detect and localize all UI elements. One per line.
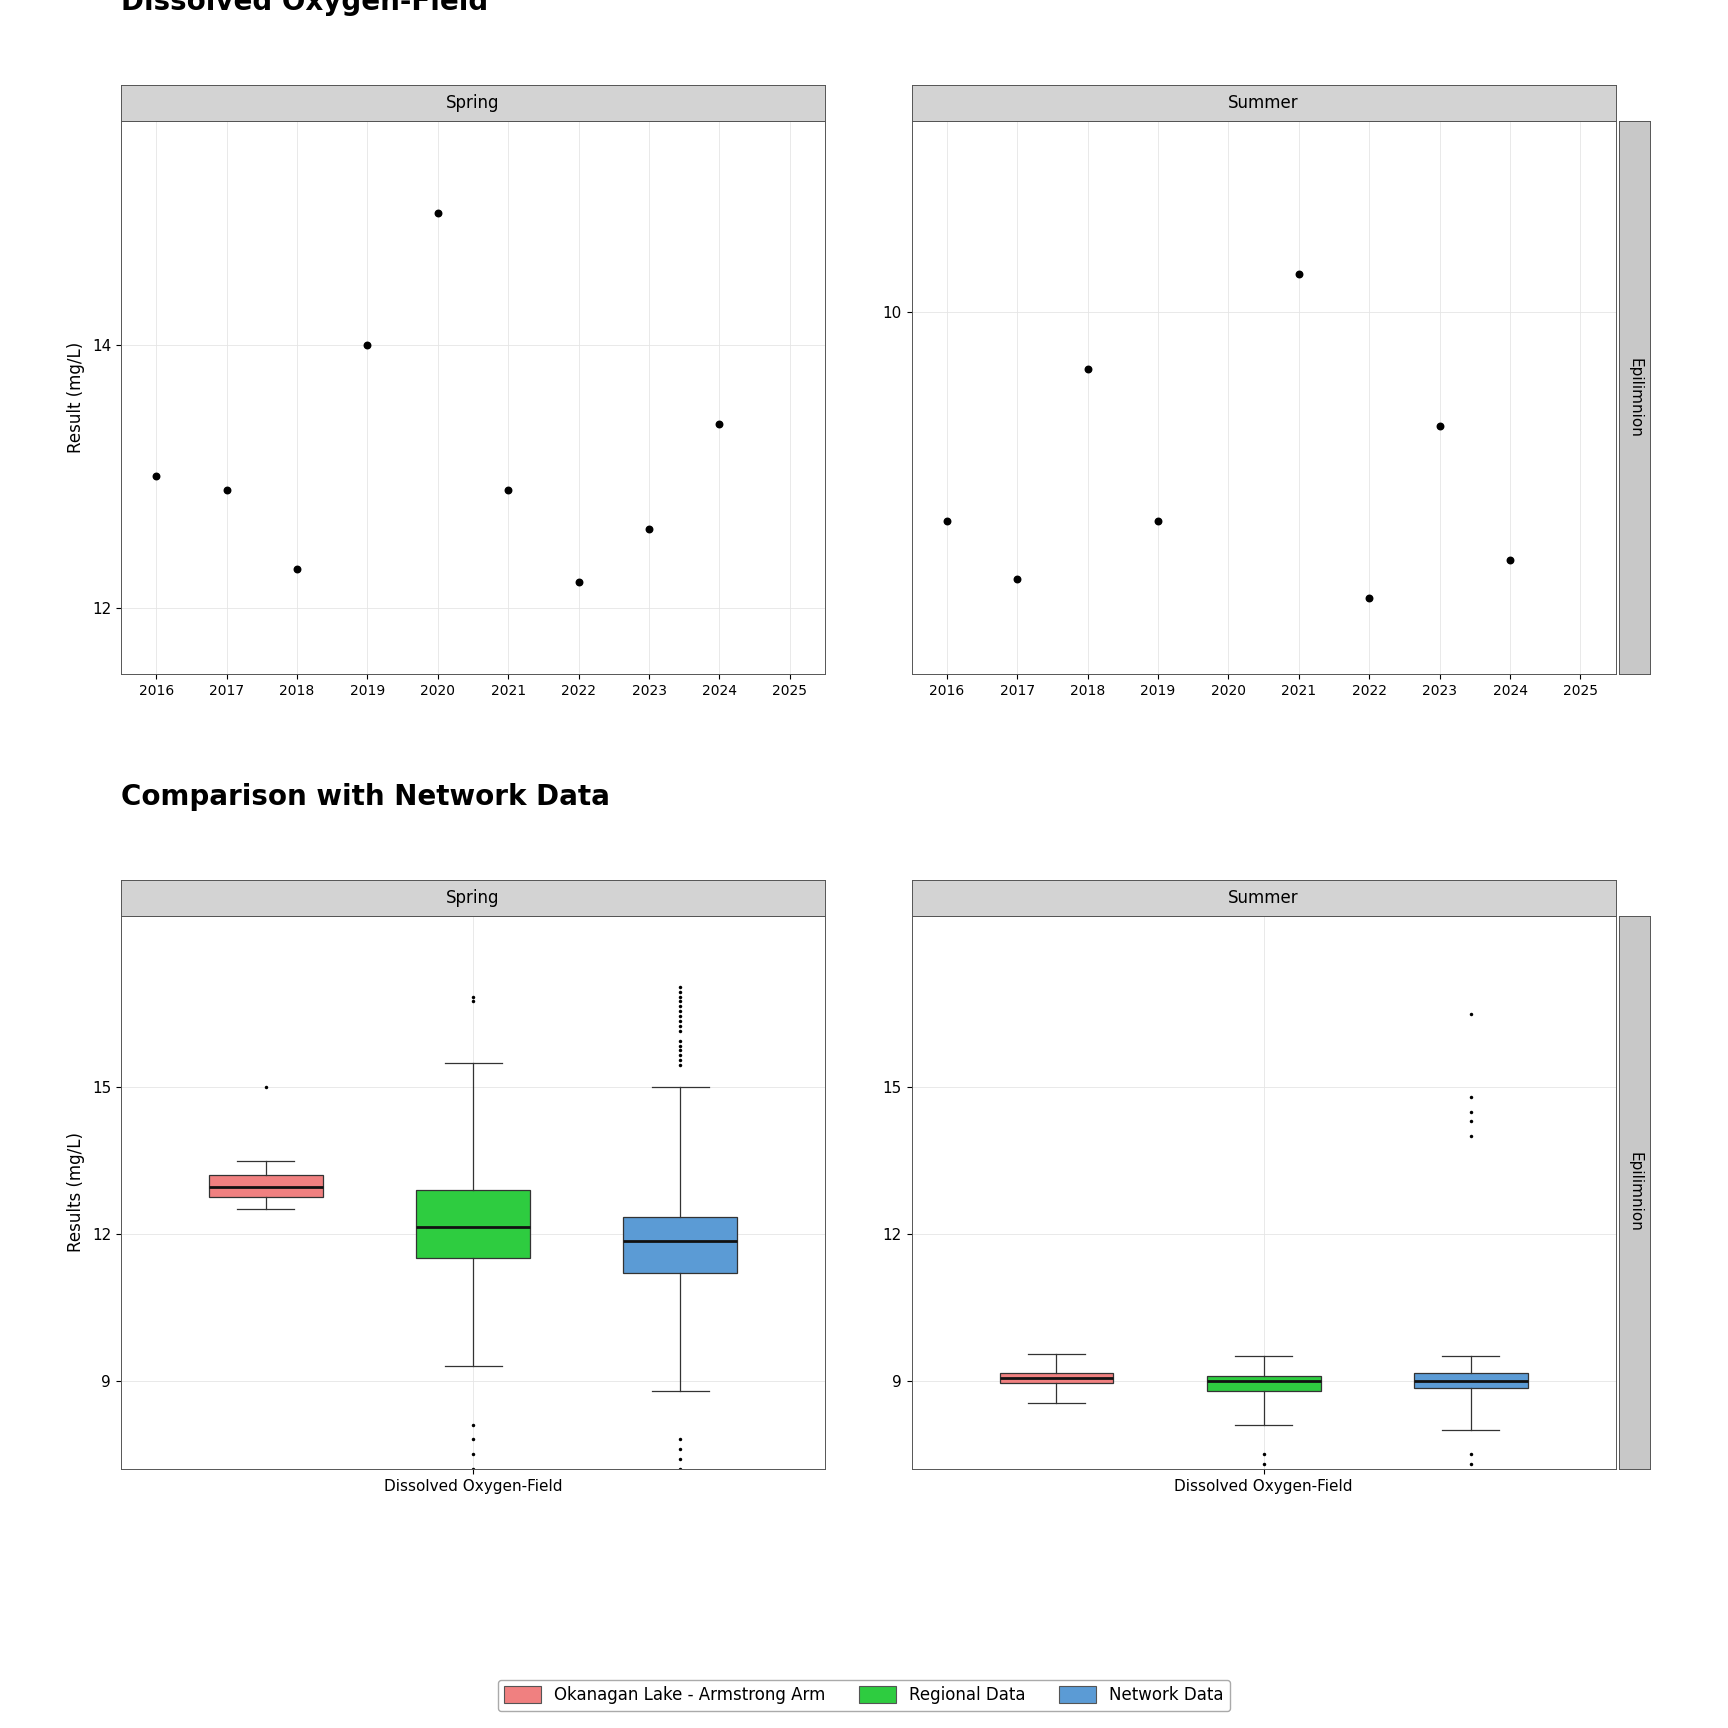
Point bbox=[565, 569, 593, 596]
Point bbox=[1073, 354, 1101, 382]
Point bbox=[1144, 508, 1172, 536]
Point bbox=[705, 410, 733, 437]
Y-axis label: Results (mg/L): Results (mg/L) bbox=[67, 1132, 85, 1253]
Point bbox=[213, 475, 240, 503]
Point bbox=[1426, 413, 1453, 441]
Y-axis label: Result (mg/L): Result (mg/L) bbox=[67, 342, 85, 453]
Point bbox=[636, 515, 664, 543]
PathPatch shape bbox=[1414, 1374, 1528, 1388]
Text: Epilimnion: Epilimnion bbox=[1628, 358, 1642, 437]
Point bbox=[1355, 584, 1382, 612]
Point bbox=[933, 508, 961, 536]
PathPatch shape bbox=[209, 1175, 323, 1198]
PathPatch shape bbox=[999, 1374, 1113, 1382]
Text: Epilimnion: Epilimnion bbox=[1628, 1153, 1642, 1232]
Point bbox=[494, 475, 522, 503]
PathPatch shape bbox=[416, 1191, 530, 1258]
Point bbox=[1286, 259, 1313, 287]
Point bbox=[283, 555, 311, 582]
Text: Dissolved Oxygen-Field: Dissolved Oxygen-Field bbox=[121, 0, 489, 16]
PathPatch shape bbox=[624, 1217, 738, 1274]
Point bbox=[423, 199, 451, 226]
Legend: Okanagan Lake - Armstrong Arm, Regional Data, Network Data: Okanagan Lake - Armstrong Arm, Regional … bbox=[498, 1680, 1230, 1711]
Point bbox=[354, 332, 382, 359]
Point bbox=[142, 463, 169, 491]
Point bbox=[1004, 565, 1032, 593]
Text: Comparison with Network Data: Comparison with Network Data bbox=[121, 783, 610, 810]
Point bbox=[1496, 546, 1524, 574]
PathPatch shape bbox=[1206, 1375, 1320, 1391]
